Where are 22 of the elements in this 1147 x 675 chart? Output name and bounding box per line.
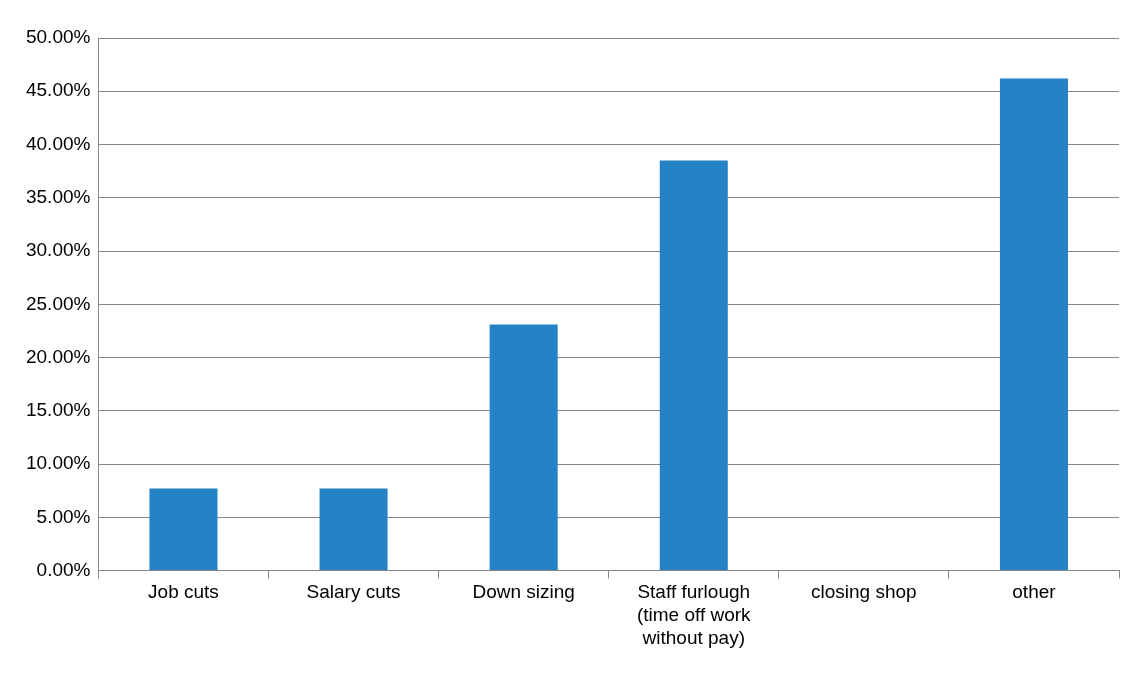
y-tick-label: 35.00% [25,186,91,208]
y-tick-label: 25.00% [25,292,91,314]
bar [319,488,388,571]
y-tick-label: 50.00% [25,26,91,48]
x-tick-label: closing shop [811,581,917,603]
bar [999,78,1068,571]
bar [149,488,218,571]
y-tick-label: 45.00% [25,79,91,101]
x-tick-label: Salary cuts [306,581,401,603]
y-tick-label: 20.00% [25,345,91,367]
x-tick-label: Job cuts [148,581,219,603]
bar [659,160,728,571]
y-tick-label: 10.00% [25,452,91,474]
x-tick-label: Down sizing [472,581,575,603]
bar [489,324,558,571]
y-tick-label: 5.00% [36,505,91,527]
x-tick-label: other [1012,581,1057,603]
x-tick-label: Staff furlough (time off work without pay) [636,581,752,648]
y-tick-label: 40.00% [25,132,91,154]
y-tick-label: 30.00% [25,239,91,261]
y-tick-label: 15.00% [25,399,91,421]
y-tick-label: 0.00% [36,558,91,580]
